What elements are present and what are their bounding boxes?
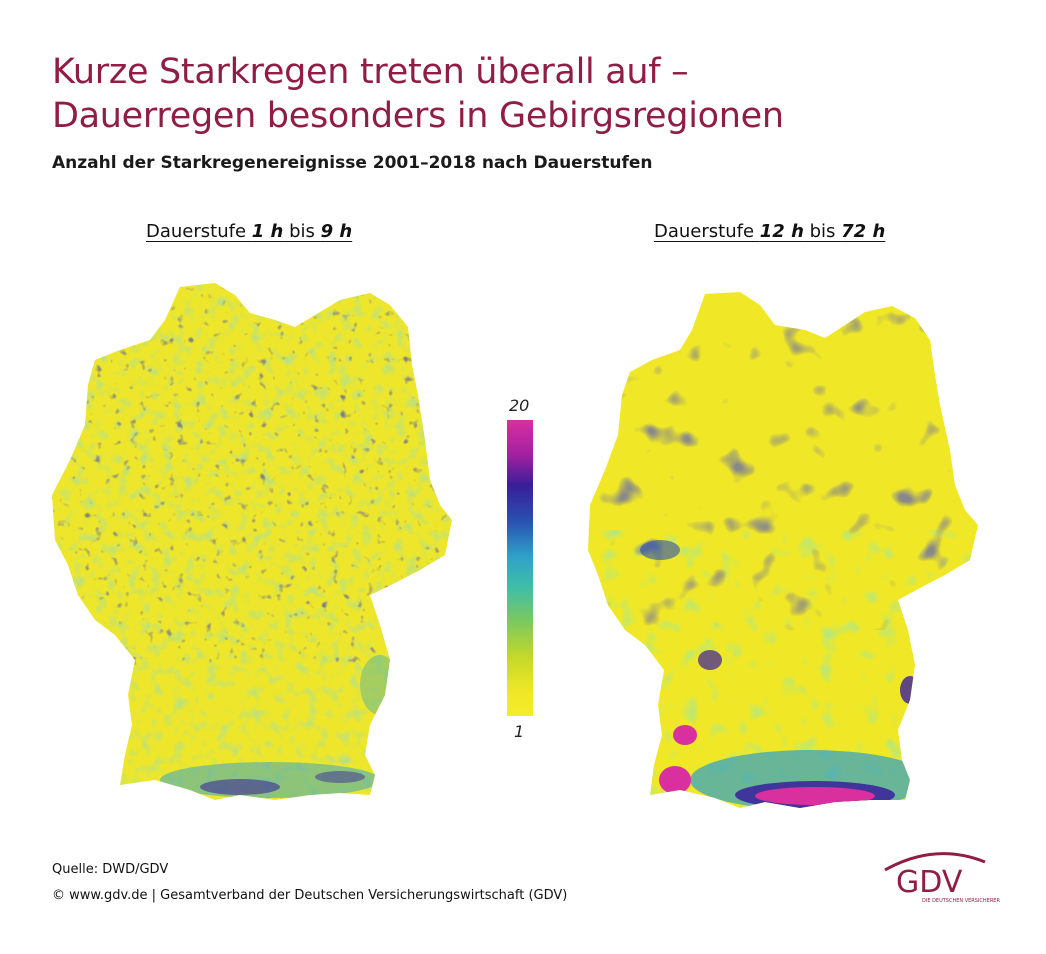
legend-max-label: 20 (509, 396, 530, 415)
color-scale-legend (507, 420, 533, 716)
copyright-note: © www.gdv.de | Gesamtverband der Deutsch… (52, 888, 568, 903)
germany-map-long-duration (588, 292, 978, 808)
page-subtitle: Anzahl der Starkregenereignisse 2001–201… (52, 153, 653, 173)
logo-text: GDV (896, 865, 963, 900)
source-note: Quelle: DWD/GDV (52, 862, 169, 877)
title-line-1: Kurze Starkregen treten überall auf – (52, 52, 689, 92)
legend-min-label: 1 (514, 722, 525, 741)
page-title: Kurze Starkregen treten überall auf – Da… (52, 50, 784, 138)
map-title-short-duration: Dauerstufe 1 h bis 9 h (146, 221, 353, 242)
gdv-logo: GDV DIE DEUTSCHEN VERSICHERER (884, 852, 1000, 904)
map-title-long-duration: Dauerstufe 12 h bis 72 h (654, 221, 886, 242)
title-line-2: Dauerregen besonders in Gebirgsregionen (52, 96, 784, 136)
germany-map-short-duration (52, 283, 452, 800)
logo-tagline: DIE DEUTSCHEN VERSICHERER (922, 898, 1000, 904)
